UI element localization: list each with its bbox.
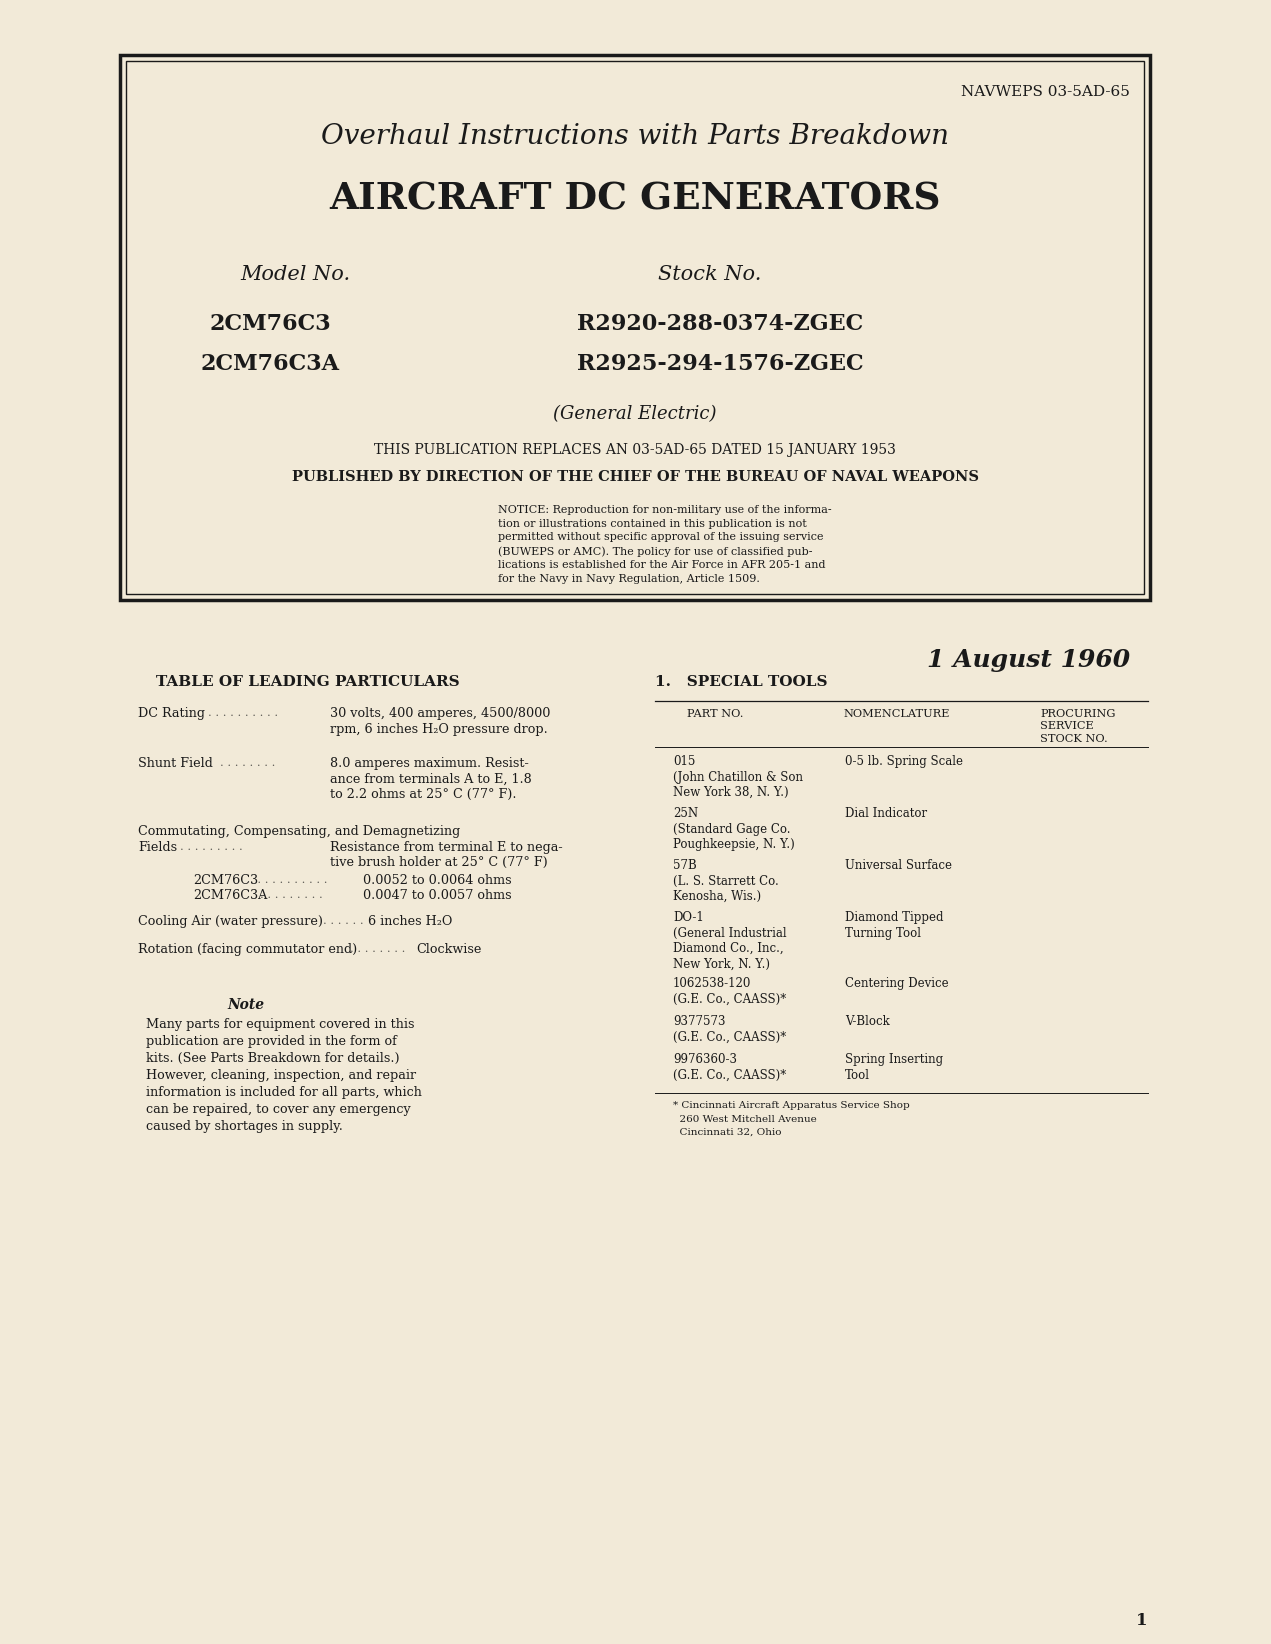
Text: Kenosha, Wis.): Kenosha, Wis.) [674, 889, 761, 903]
Text: Spring Inserting: Spring Inserting [845, 1054, 943, 1065]
Text: . . . . . . . . . . .: . . . . . . . . . . . [250, 875, 328, 884]
Text: 0-5 lb. Spring Scale: 0-5 lb. Spring Scale [845, 755, 963, 768]
Text: . . . . . .: . . . . . . [323, 916, 364, 926]
Text: However, cleaning, inspection, and repair: However, cleaning, inspection, and repai… [146, 1069, 416, 1082]
Text: information is included for all parts, which: information is included for all parts, w… [146, 1085, 422, 1098]
Text: (G.E. Co., CAASS)*: (G.E. Co., CAASS)* [674, 993, 787, 1006]
Text: (John Chatillon & Son: (John Chatillon & Son [674, 771, 803, 784]
Bar [126, 61, 1144, 593]
Text: 9377573: 9377573 [674, 1014, 726, 1028]
Text: (General Electric): (General Electric) [553, 404, 717, 423]
Text: (L. S. Starrett Co.: (L. S. Starrett Co. [674, 875, 779, 888]
Text: Centering Device: Centering Device [845, 977, 948, 990]
Text: * Cincinnati Aircraft Apparatus Service Shop: * Cincinnati Aircraft Apparatus Service … [674, 1101, 910, 1110]
Text: . . . . . . . . . .: . . . . . . . . . . [208, 709, 278, 718]
Text: (General Industrial: (General Industrial [674, 927, 787, 939]
Text: Turning Tool: Turning Tool [845, 927, 921, 939]
Text: caused by shortages in supply.: caused by shortages in supply. [146, 1120, 343, 1133]
Bar [119, 54, 1150, 600]
Text: Shunt Field: Shunt Field [139, 756, 212, 769]
Text: 0.0047 to 0.0057 ohms: 0.0047 to 0.0057 ohms [364, 889, 512, 903]
Text: Stock No.: Stock No. [658, 265, 761, 284]
Text: 2CM76C3A: 2CM76C3A [201, 353, 339, 375]
Text: V-Block: V-Block [845, 1014, 890, 1028]
Text: TABLE OF LEADING PARTICULARS: TABLE OF LEADING PARTICULARS [156, 676, 460, 689]
Text: ance from terminals A to E, 1.8: ance from terminals A to E, 1.8 [330, 773, 531, 786]
Text: (G.E. Co., CAASS)*: (G.E. Co., CAASS)* [674, 1069, 787, 1082]
Text: Cincinnati 32, Ohio: Cincinnati 32, Ohio [674, 1128, 782, 1138]
Text: Tool: Tool [845, 1069, 871, 1082]
Text: 2CM76C3A: 2CM76C3A [193, 889, 267, 903]
Text: Many parts for equipment covered in this: Many parts for equipment covered in this [146, 1018, 414, 1031]
Text: 30 volts, 400 amperes, 4500/8000: 30 volts, 400 amperes, 4500/8000 [330, 707, 550, 720]
Text: (Standard Gage Co.: (Standard Gage Co. [674, 822, 791, 835]
Text: Model No.: Model No. [240, 265, 350, 284]
Text: Dial Indicator: Dial Indicator [845, 807, 927, 820]
Text: AIRCRAFT DC GENERATORS: AIRCRAFT DC GENERATORS [329, 179, 941, 217]
Text: DC Rating: DC Rating [139, 707, 205, 720]
Text: THIS PUBLICATION REPLACES AN 03-5AD-65 DATED 15 JANUARY 1953: THIS PUBLICATION REPLACES AN 03-5AD-65 D… [374, 442, 896, 457]
Text: Commutating, Compensating, and Demagnetizing: Commutating, Compensating, and Demagneti… [139, 825, 460, 838]
Text: (G.E. Co., CAASS)*: (G.E. Co., CAASS)* [674, 1031, 787, 1044]
Text: . . . . . . . .: . . . . . . . . [350, 944, 405, 954]
Text: rpm, 6 inches H₂O pressure drop.: rpm, 6 inches H₂O pressure drop. [330, 722, 548, 735]
Text: New York, N. Y.): New York, N. Y.) [674, 957, 770, 970]
Text: 1: 1 [1136, 1613, 1148, 1629]
Text: Rotation (facing commutator end): Rotation (facing commutator end) [139, 942, 357, 955]
Text: 2CM76C3: 2CM76C3 [210, 312, 330, 335]
Text: NAVWEPS 03-5AD-65: NAVWEPS 03-5AD-65 [961, 85, 1130, 99]
Text: Overhaul Instructions with Parts Breakdown: Overhaul Instructions with Parts Breakdo… [322, 123, 949, 150]
Text: Cooling Air (water pressure): Cooling Air (water pressure) [139, 914, 323, 927]
Text: R2925-294-1576-ZGEC: R2925-294-1576-ZGEC [577, 353, 863, 375]
Text: . . . . . . . . .: . . . . . . . . . [180, 842, 243, 852]
Text: Note: Note [228, 998, 264, 1011]
Text: . . . . . . . .: . . . . . . . . [220, 758, 276, 768]
Text: 0.0052 to 0.0064 ohms: 0.0052 to 0.0064 ohms [364, 873, 512, 886]
Text: kits. (See Parts Breakdown for details.): kits. (See Parts Breakdown for details.) [146, 1052, 399, 1065]
Text: 2CM76C3: 2CM76C3 [193, 873, 258, 886]
Text: 8.0 amperes maximum. Resist-: 8.0 amperes maximum. Resist- [330, 756, 529, 769]
Text: NOMENCLATURE: NOMENCLATURE [843, 709, 949, 718]
Text: 9976360-3: 9976360-3 [674, 1054, 737, 1065]
Text: 25N: 25N [674, 807, 698, 820]
Text: 6 inches H₂O: 6 inches H₂O [369, 914, 452, 927]
Text: tive brush holder at 25° C (77° F): tive brush holder at 25° C (77° F) [330, 857, 548, 870]
Text: 1062538-120: 1062538-120 [674, 977, 751, 990]
Text: R2920-288-0374-ZGEC: R2920-288-0374-ZGEC [577, 312, 863, 335]
Text: Fields: Fields [139, 840, 177, 853]
Text: can be repaired, to cover any emergency: can be repaired, to cover any emergency [146, 1103, 411, 1116]
Text: Resistance from terminal E to nega-: Resistance from terminal E to nega- [330, 840, 563, 853]
Text: to 2.2 ohms at 25° C (77° F).: to 2.2 ohms at 25° C (77° F). [330, 787, 516, 801]
Text: . . . . . . . . .: . . . . . . . . . [261, 889, 323, 899]
Text: 260 West Mitchell Avenue: 260 West Mitchell Avenue [674, 1115, 817, 1123]
Text: New York 38, N. Y.): New York 38, N. Y.) [674, 786, 788, 799]
Text: 015: 015 [674, 755, 695, 768]
Text: PROCURING
SERVICE
STOCK NO.: PROCURING SERVICE STOCK NO. [1040, 709, 1116, 743]
Text: Diamond Tipped: Diamond Tipped [845, 911, 943, 924]
Text: Clockwise: Clockwise [416, 942, 482, 955]
Text: NOTICE: Reproduction for non-military use of the informa-
tion or illustrations : NOTICE: Reproduction for non-military us… [498, 505, 831, 584]
Text: PART NO.: PART NO. [688, 709, 744, 718]
Text: PUBLISHED BY DIRECTION OF THE CHIEF OF THE BUREAU OF NAVAL WEAPONS: PUBLISHED BY DIRECTION OF THE CHIEF OF T… [291, 470, 979, 483]
Text: 57B: 57B [674, 860, 697, 871]
Text: Diamond Co., Inc.,: Diamond Co., Inc., [674, 942, 784, 955]
Text: 1 August 1960: 1 August 1960 [927, 648, 1130, 672]
Text: 1.   SPECIAL TOOLS: 1. SPECIAL TOOLS [655, 676, 827, 689]
Text: Poughkeepsie, N. Y.): Poughkeepsie, N. Y.) [674, 838, 794, 852]
Text: DO-1: DO-1 [674, 911, 704, 924]
Text: Universal Surface: Universal Surface [845, 860, 952, 871]
Text: publication are provided in the form of: publication are provided in the form of [146, 1034, 397, 1047]
